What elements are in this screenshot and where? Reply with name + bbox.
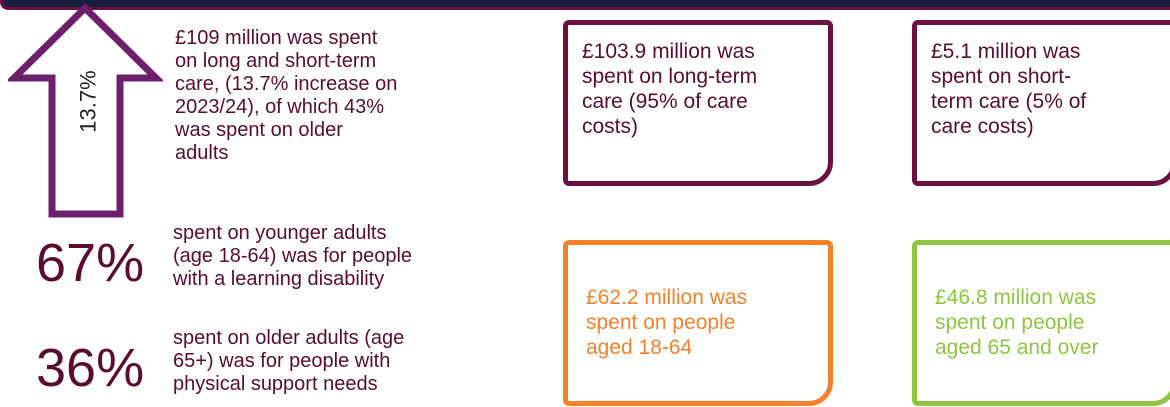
summary-line: £109 million was spent (175, 27, 378, 49)
summary-line: care, (13.7% increase on (175, 73, 398, 95)
box-line: spent on long-term (582, 65, 758, 88)
box-line: spent on short- (931, 65, 1072, 88)
info-box: £62.2 million was spent on people aged 18-… (563, 240, 833, 406)
header-bar (0, 0, 1170, 10)
box-line: care costs) (931, 115, 1034, 138)
stat-line: (age 18-64) was for people (173, 245, 413, 267)
info-box: £103.9 million was spent on long-term care… (563, 20, 833, 186)
box-line: aged 65 and over (935, 336, 1099, 359)
stat-line: with a learning disability (173, 268, 385, 290)
stat-line: 65+) was for people with (173, 350, 391, 372)
summary: £109 million was spent on long and short-… (175, 27, 397, 165)
box-line: £62.2 million was (586, 286, 748, 309)
summary-line: 2023/24), of which 43% (175, 96, 385, 118)
box-line: costs) (582, 115, 639, 138)
box-line: £46.8 million was (935, 286, 1097, 309)
summary-line: adults (175, 142, 229, 164)
stat-line: spent on younger adults (173, 222, 387, 244)
stat-text: spent on younger adults (age 18-64) was f… (173, 222, 412, 291)
summary-line: on long and short-term (175, 50, 377, 72)
box-line: care (95% of care (582, 90, 748, 113)
stat-figure: 36% (36, 338, 145, 398)
box-line: aged 18-64 (586, 336, 693, 359)
summary-line: was spent on older (175, 119, 343, 141)
box-line: £103.9 million was (582, 40, 755, 63)
info-box: £5.1 million was spent on short-term care… (912, 20, 1170, 186)
arrow-label: 13.7% (75, 70, 101, 133)
stat-line: spent on older adults (age (173, 327, 405, 349)
stat-text: spent on older adults (age 65+) was for p… (173, 327, 404, 396)
box-line: spent on people (586, 311, 736, 334)
arrow (8, 3, 163, 218)
info-box: £46.8 million was spent on people aged 65 … (912, 240, 1170, 406)
box-line: spent on people (935, 311, 1085, 334)
stat-figure: 67% (36, 233, 145, 293)
box-line: term care (5% of (931, 90, 1087, 113)
stat-line: physical support needs (173, 373, 378, 395)
box-line: £5.1 million was (931, 40, 1081, 63)
